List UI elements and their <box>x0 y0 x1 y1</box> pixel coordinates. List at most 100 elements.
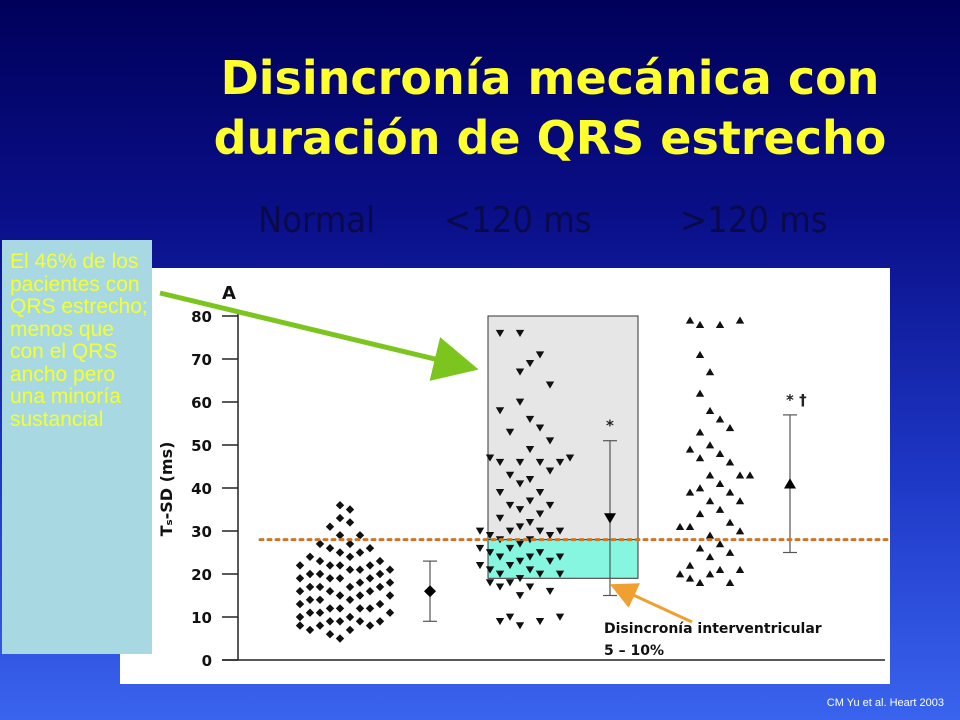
data-point <box>695 510 705 518</box>
data-point <box>315 569 325 579</box>
data-point <box>345 582 355 592</box>
data-point <box>505 471 515 479</box>
data-point <box>705 368 715 376</box>
data-point <box>295 587 305 596</box>
data-point <box>685 561 695 569</box>
y-tick-label: 80 <box>191 308 212 326</box>
data-point <box>545 587 555 595</box>
data-point <box>305 608 315 617</box>
data-point <box>535 527 545 535</box>
y-tick-label: 30 <box>191 523 212 541</box>
data-point <box>345 505 355 514</box>
slide-title-line-2: duración de QRS estrecho <box>213 111 887 165</box>
data-point <box>305 569 315 579</box>
data-point <box>555 613 565 621</box>
mean-marker <box>784 478 796 489</box>
data-point <box>525 536 535 544</box>
data-point <box>745 471 755 479</box>
data-point <box>725 548 735 556</box>
data-point <box>695 544 705 552</box>
data-point <box>315 608 325 617</box>
data-point <box>325 522 335 531</box>
data-point <box>335 531 345 540</box>
data-point <box>505 579 515 587</box>
data-point <box>525 359 535 368</box>
data-point <box>325 630 335 639</box>
data-point <box>375 556 385 566</box>
data-point <box>495 407 505 415</box>
data-point <box>355 578 365 587</box>
data-point <box>315 621 325 630</box>
data-point <box>365 561 375 570</box>
data-point <box>325 587 335 596</box>
data-point <box>695 320 705 328</box>
data-point <box>495 458 505 466</box>
data-point <box>355 591 365 600</box>
data-point <box>335 561 345 570</box>
data-point <box>515 557 525 565</box>
data-point <box>485 549 495 557</box>
data-point <box>545 437 555 445</box>
group-label-narrow-qrs: <120 ms <box>444 200 592 241</box>
data-point <box>535 549 545 557</box>
data-point <box>295 599 305 609</box>
data-point <box>555 570 565 578</box>
data-point <box>515 622 525 630</box>
data-point <box>365 544 375 553</box>
data-point <box>525 553 535 561</box>
data-point <box>515 523 525 531</box>
data-point <box>475 544 485 552</box>
data-point <box>355 548 365 557</box>
data-point <box>715 479 725 488</box>
data-point <box>335 617 345 626</box>
data-point <box>705 497 715 505</box>
data-point <box>715 565 725 574</box>
data-point <box>375 599 385 609</box>
data-point <box>485 531 495 540</box>
slide-title: Disincronía mecánica con duración de QRS… <box>150 48 950 168</box>
data-point <box>515 592 525 600</box>
data-point <box>555 458 565 466</box>
data-point <box>725 424 735 432</box>
data-point <box>715 415 725 423</box>
slide-title-line-1: Disincronía mecánica con <box>220 51 880 105</box>
data-point <box>535 617 545 626</box>
data-point <box>335 548 345 557</box>
data-point <box>735 316 745 324</box>
y-tick-label: 0 <box>202 652 212 670</box>
data-point <box>495 514 505 522</box>
data-point <box>485 566 495 574</box>
data-point <box>695 484 705 492</box>
data-point <box>535 458 545 466</box>
data-point <box>695 350 705 359</box>
data-point <box>325 544 335 553</box>
data-point <box>525 415 535 423</box>
data-point <box>685 574 695 582</box>
data-point <box>305 595 315 604</box>
data-point <box>305 552 315 561</box>
data-point <box>335 574 345 583</box>
data-point <box>515 368 525 376</box>
data-point <box>495 570 505 578</box>
data-point <box>345 595 355 604</box>
data-point <box>315 556 325 566</box>
data-point <box>325 574 335 583</box>
data-point <box>735 471 745 479</box>
data-point <box>515 540 525 548</box>
data-point <box>535 351 545 359</box>
data-point <box>505 544 515 552</box>
data-point <box>535 424 545 432</box>
data-point <box>515 574 525 583</box>
data-point <box>295 561 305 570</box>
data-point <box>695 454 705 462</box>
mean-marker <box>604 513 616 524</box>
data-point <box>385 578 395 587</box>
y-tick-label: 50 <box>191 437 212 455</box>
data-point <box>675 522 685 531</box>
data-point <box>735 565 745 574</box>
data-point <box>725 488 735 496</box>
data-point <box>505 613 515 621</box>
data-point <box>305 625 315 635</box>
data-point <box>545 501 555 509</box>
data-point <box>545 467 555 475</box>
